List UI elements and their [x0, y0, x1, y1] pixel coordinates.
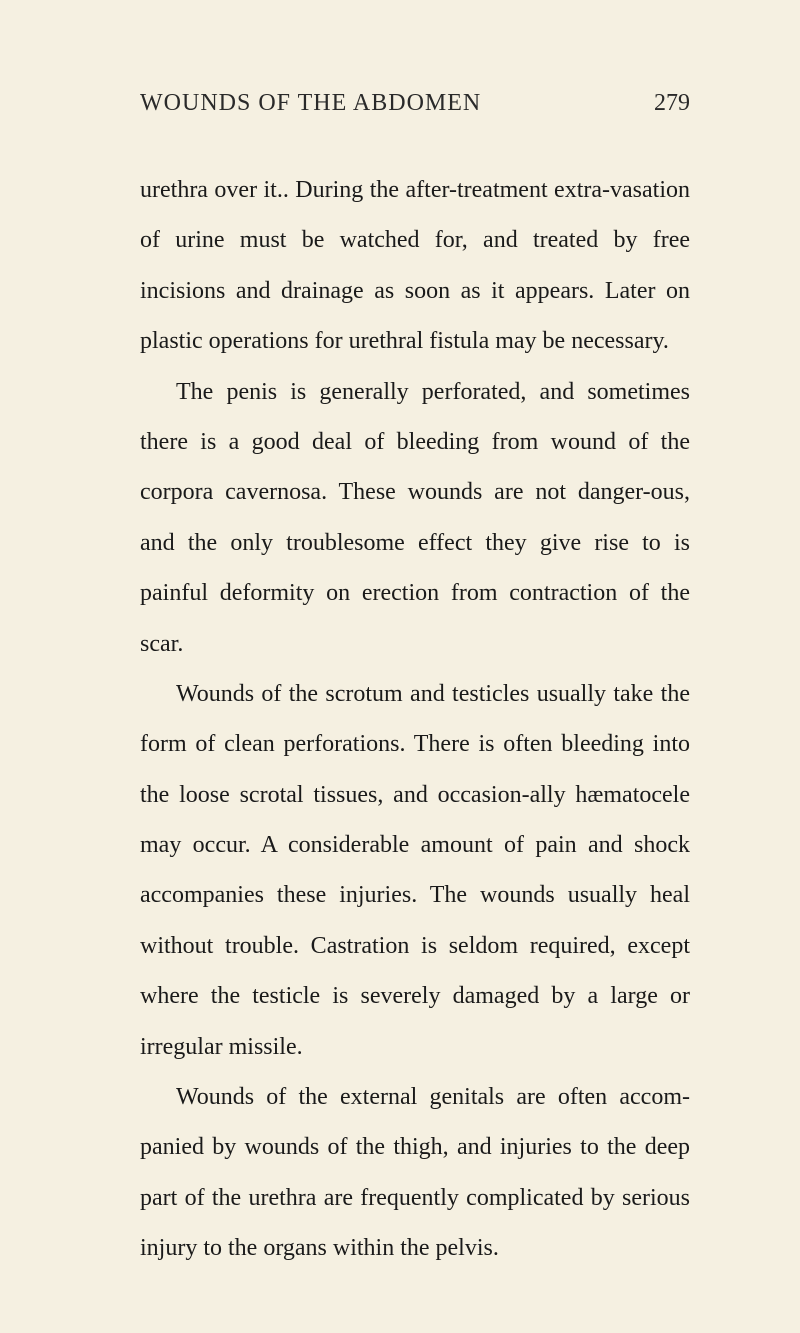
body-text: urethra over it.. During the after-treat…: [140, 165, 690, 1274]
paragraph: The penis is generally perforated, and s…: [140, 367, 690, 669]
page-number: 279: [654, 90, 690, 117]
paragraph: Wounds of the scrotum and testicles usua…: [140, 669, 690, 1072]
paragraph: urethra over it.. During the after-treat…: [140, 165, 690, 367]
book-page: WOUNDS OF THE ABDOMEN 279 urethra over i…: [0, 0, 800, 1333]
page-header: WOUNDS OF THE ABDOMEN 279: [140, 90, 690, 117]
paragraph: Wounds of the external genitals are ofte…: [140, 1072, 690, 1274]
running-title: WOUNDS OF THE ABDOMEN: [140, 90, 481, 117]
